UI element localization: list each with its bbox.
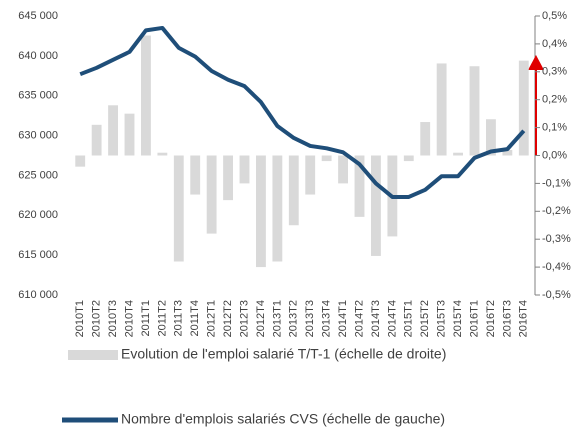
- bar: [502, 149, 513, 156]
- x-tick-label: 2012T1: [206, 300, 218, 337]
- x-tick-label: 2013T3: [304, 300, 316, 337]
- bar: [223, 155, 233, 201]
- x-tick-label: 2014T4: [386, 300, 398, 337]
- legend-label: Nombre d'emplois salariés CVS (échelle d…: [121, 411, 445, 427]
- y-tick-label: 640 000: [18, 50, 58, 62]
- x-tick-label: 2013T2: [288, 300, 300, 337]
- arrow-head: [528, 55, 544, 70]
- y-tick-label: 630 000: [18, 129, 58, 141]
- bar: [141, 35, 151, 156]
- x-tick-label: 2016T1: [468, 300, 480, 337]
- bar: [436, 63, 447, 156]
- x-tick-label: 2016T2: [485, 300, 497, 337]
- bar: [305, 155, 316, 195]
- y-tick-label: 645 000: [18, 10, 58, 22]
- x-tick-label: 2016T3: [501, 300, 513, 337]
- bar: [371, 155, 381, 256]
- y-tick-label: 615 000: [18, 249, 58, 261]
- y2-tick-label: 0,0%: [542, 149, 567, 161]
- y2-tick-label: 0,4%: [542, 38, 567, 50]
- x-tick-label: 2015T2: [419, 300, 431, 337]
- y2-tick-label: -0,4%: [542, 261, 571, 273]
- bar: [157, 152, 168, 156]
- bar: [354, 155, 365, 217]
- bar: [173, 155, 184, 262]
- x-tick-label: 2011T4: [189, 300, 201, 337]
- y-tick-label: 620 000: [18, 209, 58, 221]
- x-tick-label: 2014T2: [353, 300, 365, 337]
- legend-swatch: [68, 350, 118, 360]
- bar: [256, 155, 266, 268]
- x-tick-label: 2015T3: [436, 300, 448, 337]
- bar: [453, 152, 463, 156]
- x-tick-label: 2013T1: [271, 300, 283, 337]
- bar: [91, 124, 102, 156]
- x-tick-label: 2015T4: [452, 300, 464, 337]
- bar: [108, 105, 118, 156]
- x-tick-label: 2011T1: [140, 300, 152, 337]
- y-tick-label: 635 000: [18, 90, 58, 102]
- x-tick-label: 2014T1: [337, 300, 349, 337]
- y2-tick-label: -0,2%: [542, 205, 571, 217]
- y2-tick-label: -0,5%: [542, 289, 571, 301]
- x-tick-label: 2010T2: [91, 300, 103, 337]
- x-tick-label: 2010T1: [74, 300, 86, 337]
- y2-tick-label: 0,3%: [542, 66, 567, 78]
- bar: [75, 155, 86, 167]
- x-tick-label: 2015T1: [403, 300, 415, 337]
- x-tick-label: 2011T2: [156, 300, 168, 337]
- bar: [124, 113, 135, 156]
- bar: [403, 155, 414, 162]
- bar: [321, 155, 332, 162]
- bar: [239, 155, 250, 184]
- line: [79, 25, 526, 199]
- bar: [206, 155, 217, 234]
- bar: [469, 66, 480, 156]
- x-tick-label: 2010T4: [123, 300, 135, 337]
- x-tick-label: 2012T2: [222, 300, 234, 337]
- y2-tick-label: -0,1%: [542, 177, 571, 189]
- x-tick-label: 2011T3: [173, 300, 185, 337]
- y2-tick-label: 0,1%: [542, 122, 567, 134]
- x-tick-label: 2012T4: [255, 300, 267, 337]
- y-tick-label: 625 000: [18, 169, 58, 181]
- y2-tick-label: 0,2%: [542, 94, 567, 106]
- x-tick-label: 2014T3: [370, 300, 382, 337]
- bar: [190, 155, 201, 195]
- bar: [338, 155, 348, 184]
- legend-label: Evolution de l'emploi salarié T/T-1 (éch…: [121, 346, 446, 362]
- bar: [486, 119, 496, 156]
- bar: [518, 60, 529, 156]
- bar: [288, 155, 299, 226]
- y2-tick-label: -0,3%: [542, 233, 571, 245]
- x-tick-label: 2013T4: [321, 300, 333, 337]
- y2-tick-label: 0,5%: [542, 10, 567, 22]
- y-tick-label: 610 000: [18, 289, 58, 301]
- bar: [272, 155, 283, 262]
- x-tick-label: 2016T4: [518, 300, 530, 337]
- bar: [420, 122, 431, 156]
- x-tick-label: 2012T3: [238, 300, 250, 337]
- x-tick-label: 2010T3: [107, 300, 119, 337]
